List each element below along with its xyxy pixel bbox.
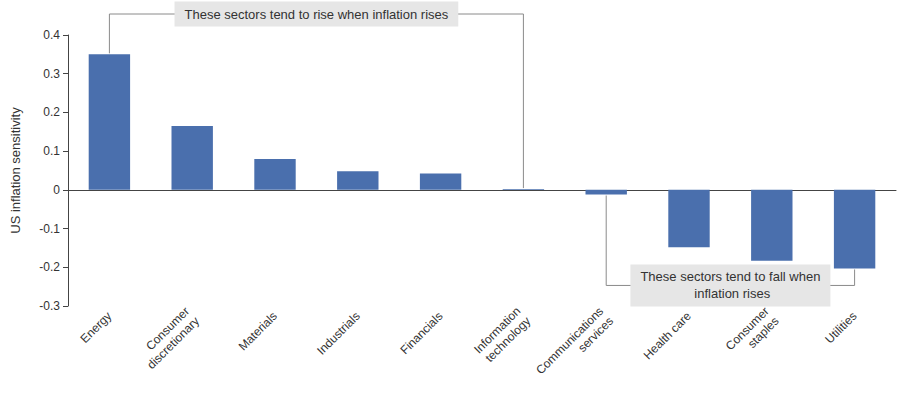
svg-text:These sectors tend to rise whe: These sectors tend to rise when inflatio… bbox=[185, 7, 449, 22]
svg-text:Utilities: Utilities bbox=[822, 309, 859, 346]
svg-text:0.1: 0.1 bbox=[43, 144, 60, 158]
svg-text:Energy: Energy bbox=[78, 309, 115, 346]
svg-text:0.3: 0.3 bbox=[43, 67, 60, 81]
svg-text:technology: technology bbox=[482, 314, 533, 365]
svg-text:0.4: 0.4 bbox=[43, 28, 60, 42]
svg-text:0: 0 bbox=[53, 183, 60, 197]
svg-text:inflation rises: inflation rises bbox=[691, 286, 771, 301]
svg-text:Communications: Communications bbox=[533, 304, 607, 378]
svg-text:Consumer: Consumer bbox=[143, 304, 193, 354]
svg-text:Consumer: Consumer bbox=[722, 304, 772, 354]
svg-text:Information: Information bbox=[471, 304, 524, 357]
svg-text:Health care: Health care bbox=[641, 309, 694, 362]
svg-text:US inflation sensitivity: US inflation sensitivity bbox=[8, 107, 23, 234]
svg-text:-0.3: -0.3 bbox=[39, 299, 60, 313]
svg-text:services: services bbox=[575, 314, 616, 355]
svg-text:discretionary: discretionary bbox=[144, 314, 202, 372]
svg-text:-0.2: -0.2 bbox=[39, 260, 60, 274]
svg-text:These sectors tend to fall whe: These sectors tend to fall when bbox=[640, 269, 820, 284]
svg-text:staples: staples bbox=[745, 314, 782, 351]
svg-text:0.2: 0.2 bbox=[43, 105, 60, 119]
svg-text:-0.1: -0.1 bbox=[39, 222, 60, 236]
svg-text:Materials: Materials bbox=[236, 309, 280, 353]
svg-text:Industrials: Industrials bbox=[314, 309, 363, 358]
svg-text:Financials: Financials bbox=[397, 309, 445, 357]
